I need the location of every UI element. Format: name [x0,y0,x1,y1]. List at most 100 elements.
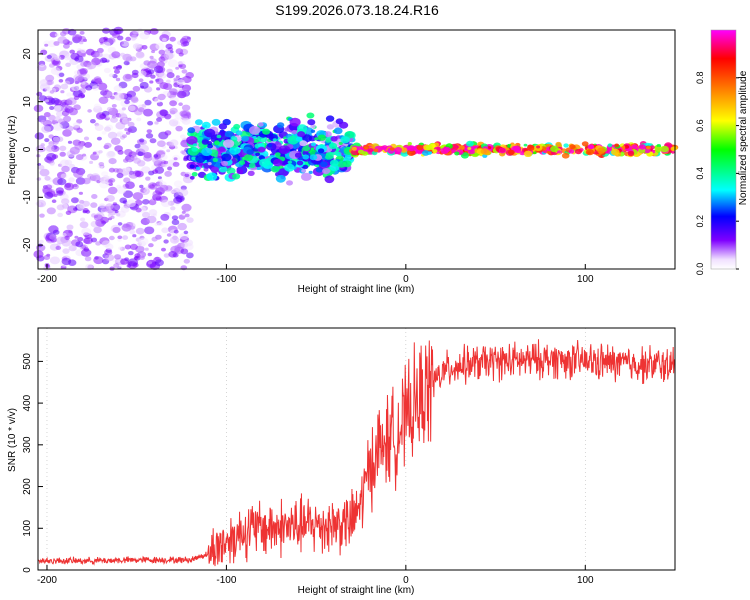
spectrogram-cell [149,184,155,189]
spectrogram-cell [114,92,125,101]
spectrogram-cell [555,141,562,147]
spectrogram-cell [154,121,159,125]
spectrogram-cell [181,210,186,214]
spectrogram-cell [195,155,206,163]
spectrogram-cell [154,222,159,226]
spectrogram-cell [197,162,204,167]
spectrogram-cell [466,140,474,147]
spectrogram-cell [320,161,328,168]
spectrogram-cell [54,105,64,113]
spectrogram-cell [147,261,153,265]
snr-y-tick-label: 500 [22,353,33,370]
spectrogram-cell [299,140,308,147]
spectrogram-cell [467,147,472,150]
spectrogram-cell [73,170,84,179]
spectrogram-cell [178,63,187,69]
snr-panel: -200 -100 0 100 0 100 200 300 400 500 Height of … [7,327,676,596]
spectrogram-cell [50,67,61,75]
spectrogram-cell [416,144,424,151]
spectrogram-cell [295,136,303,142]
spectrogram-cell [177,61,183,65]
spectrogram-cell [84,141,92,148]
spectrogram-cell [39,168,50,177]
spectrogram-cell [103,175,110,180]
spectrogram-cell [96,180,101,184]
spectrogram-cell [102,90,113,99]
spectrogram-cell [148,170,155,176]
spectrogram-cell [201,139,209,145]
spectrogram-cell [407,142,412,146]
spectrogram-cell [169,107,178,115]
spectrogram-cell [432,149,438,154]
snr-y-tick-label: 0 [22,567,33,573]
spectrogram-cell [113,26,124,35]
colorbar-tick-label: 0.4 [695,167,705,180]
spectrogram-cell [107,179,113,184]
spectrogram-cell [258,142,265,149]
spectrogram-cell [149,55,154,60]
spectrogram-cell [93,214,104,222]
spectrogram-cell [131,72,139,79]
spectrogram-cell [207,143,213,149]
spectrogram-cell [597,147,606,154]
spectrogram-cell [80,48,87,54]
spectrogram-cell [325,115,335,122]
spectrogram-cell [218,146,226,152]
spectrogram-cell [148,243,154,248]
spectrogram-cell [271,165,280,173]
spectrogram-cell [75,241,84,248]
spectrogram-cell [127,128,133,133]
colorbar-label: Normalized spectral amplitude [738,70,749,205]
snr-x-axis-label: Height of straight line (km) [298,585,415,596]
spectrogram-cell [248,162,256,169]
spectrogram-cell [90,237,98,243]
spectrogram-cell [121,107,126,111]
spectrogram-cell [99,57,108,64]
spectrogram-cell [186,252,194,259]
spectrogram-cell [55,245,62,250]
spectrogram-cell [129,229,136,235]
spectrogram-cell [201,121,211,129]
spectrogram-cell [211,118,221,126]
spectrogram-cell [421,150,430,156]
spectrogram-cell [523,150,533,157]
spectrogram-cell [155,42,165,50]
spectrogram-cell [61,257,72,266]
spectrogram-cell [302,154,310,160]
spectrogram-cell [139,144,149,153]
spectrogram-cell [407,145,416,152]
spectrogram-cell [221,153,232,162]
spectrogram-cell [75,154,84,161]
spectrogram-cell [72,122,81,128]
spectrogram-cell [128,251,134,256]
spectrogram-cell [82,177,91,185]
spectrogram-cell [65,62,71,67]
spectrogram-cell [124,244,132,250]
spectrogram-cell [655,146,662,152]
spectrogram-cell [166,79,171,84]
spectrogram-cell [124,128,129,132]
spectrogram-cell [160,199,171,208]
spectrogram-cell [61,110,70,117]
spectrogram-cell [135,227,145,235]
spectrogram-cell [187,127,196,134]
spectrogram-cell [144,99,152,106]
spectrogram-cell [73,95,80,100]
spectrogram-cell [66,97,77,106]
spectrogram-cell [105,195,115,202]
spectrogram-cell [291,130,298,135]
spectrogram-cell [103,67,111,74]
spectrogram-cell [117,235,123,240]
spectrogram-cell [159,154,168,161]
spectrogram-cell [110,137,121,145]
spectrogram-cell [166,149,171,153]
spectrogram-cell [232,173,241,180]
spectrogram-cell [267,143,273,148]
spectrogram-cell [68,177,75,183]
spectrogram-cell [587,144,595,150]
spectrogram-cell [44,138,50,143]
spectrogram-cell [40,119,47,125]
spectrogram-cell [563,143,569,148]
spectrogram-cell [607,143,613,148]
spectrogram-cell [97,82,108,91]
